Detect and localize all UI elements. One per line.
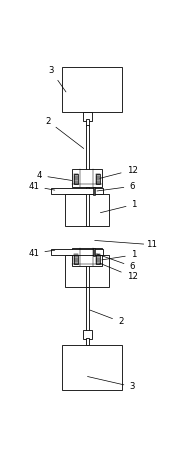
Text: 2: 2 [90,310,123,326]
Bar [86,187,89,226]
Bar [62,345,122,390]
Bar [65,255,109,287]
Bar [51,249,103,255]
Bar [93,248,95,256]
Text: 41: 41 [28,249,55,257]
Text: 1: 1 [100,200,137,213]
Bar [96,174,100,184]
Text: 11: 11 [146,240,157,250]
Bar [72,249,102,266]
Bar [86,287,89,334]
Bar [74,254,78,264]
Text: 6: 6 [97,182,135,191]
Bar [72,169,102,187]
Text: 3: 3 [48,66,66,92]
Bar [83,112,92,121]
Bar [74,174,78,184]
Bar [51,188,103,194]
Bar [86,255,89,287]
Bar [96,254,100,264]
Text: 12: 12 [100,263,138,281]
Bar [83,330,92,339]
Text: 4: 4 [37,171,72,181]
Text: 3: 3 [88,377,135,391]
Text: 6: 6 [97,254,135,271]
Bar [86,119,89,126]
Bar [86,125,89,179]
Text: 41: 41 [28,182,55,191]
Bar [86,338,89,345]
Bar [65,194,109,226]
Bar [93,187,95,195]
Text: 1: 1 [102,250,136,260]
Text: 2: 2 [46,117,84,149]
Text: 12: 12 [100,166,138,178]
Bar [62,67,122,112]
